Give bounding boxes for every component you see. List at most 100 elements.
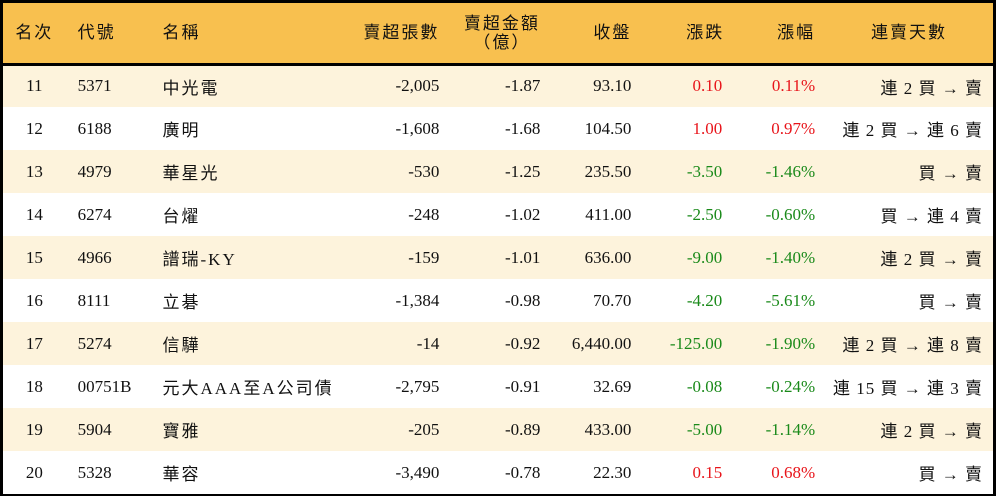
cell-change-pct: 0.11%: [771, 76, 816, 96]
cell-streak: 連 2 買 → 賣: [880, 250, 983, 269]
cell-net-sell-lots: -1,608: [395, 118, 440, 138]
cell-close: 6,440.00: [571, 333, 632, 353]
cell-name: 信驊: [162, 336, 201, 355]
cell-close: 93.10: [593, 76, 632, 96]
cell-net-sell-amount: -0.92: [505, 333, 541, 353]
net-sell-ranking-table: 名次 代號 名稱 賣超張數 賣超金額 （億） 收盤 漲跌 漲幅 連賣天數 11 …: [3, 3, 993, 494]
cell-streak: 連 15 買 → 連 3 賣: [833, 379, 983, 398]
cell-rank: 19: [25, 419, 43, 439]
cell-net-sell-lots: -248: [408, 204, 440, 224]
cell-close: 433.00: [584, 419, 632, 439]
cell-code: 4979: [77, 161, 112, 181]
cell-net-sell-amount: -1.25: [505, 161, 541, 181]
cell-name: 華容: [162, 465, 201, 484]
table-row[interactable]: 13 4979 華星光 -530 -1.25 235.50 -3.50 -1.4…: [3, 150, 993, 193]
cell-change: -4.20: [686, 290, 723, 310]
cell-name: 華星光: [162, 164, 220, 183]
cell-net-sell-amount: -0.89: [505, 419, 541, 439]
cell-change: -5.00: [686, 419, 723, 439]
cell-change: 1.00: [692, 118, 723, 138]
header-name: 名稱: [152, 3, 345, 66]
cell-net-sell-lots: -1,384: [395, 290, 440, 310]
cell-rank: 11: [26, 76, 43, 96]
cell-code: 4966: [77, 247, 112, 267]
header-change: 漲跌: [633, 3, 725, 66]
cell-change: 0.10: [692, 76, 723, 96]
cell-streak: 買 → 賣: [918, 164, 983, 183]
cell-code: 8111: [77, 290, 111, 310]
cell-net-sell-amount: -1.87: [505, 76, 541, 96]
header-rank: 名次: [3, 3, 66, 66]
cell-net-sell-lots: -530: [408, 161, 440, 181]
cell-close: 636.00: [584, 247, 632, 267]
cell-streak: 連 2 買 → 連 6 賣: [842, 121, 983, 140]
table-row[interactable]: 18 00751B 元大AAA至A公司債 -2,795 -0.91 32.69 …: [3, 365, 993, 408]
cell-change-pct: -1.40%: [765, 247, 816, 267]
cell-close: 22.30: [593, 462, 632, 482]
cell-net-sell-lots: -14: [416, 333, 440, 353]
cell-streak: 連 2 買 → 連 8 賣: [842, 336, 983, 355]
cell-change-pct: -1.90%: [765, 333, 816, 353]
cell-streak: 買 → 賣: [918, 293, 983, 312]
cell-rank: 15: [25, 247, 43, 267]
cell-close: 235.50: [584, 161, 632, 181]
table-row[interactable]: 17 5274 信驊 -14 -0.92 6,440.00 -125.00 -1…: [3, 322, 993, 365]
header-close: 收盤: [542, 3, 634, 66]
cell-change: 0.15: [692, 462, 723, 482]
cell-net-sell-amount: -0.98: [505, 290, 541, 310]
cell-rank: 12: [25, 118, 43, 138]
cell-change: -9.00: [686, 247, 723, 267]
cell-close: 411.00: [585, 204, 632, 224]
table-row[interactable]: 15 4966 譜瑞-KY -159 -1.01 636.00 -9.00 -1…: [3, 236, 993, 279]
table-row[interactable]: 19 5904 寶雅 -205 -0.89 433.00 -5.00 -1.14…: [3, 408, 993, 451]
cell-change-pct: 0.68%: [771, 462, 816, 482]
table-row[interactable]: 12 6188 廣明 -1,608 -1.68 104.50 1.00 0.97…: [3, 107, 993, 150]
table-row[interactable]: 14 6274 台燿 -248 -1.02 411.00 -2.50 -0.60…: [3, 193, 993, 236]
header-net-sell-amount-line1: 賣超金額: [463, 13, 540, 33]
cell-change: -125.00: [669, 333, 723, 353]
cell-net-sell-amount: -0.78: [505, 462, 541, 482]
cell-streak: 買 → 賣: [918, 465, 983, 484]
cell-name: 中光電: [162, 78, 220, 98]
table-header-row: 名次 代號 名稱 賣超張數 賣超金額 （億） 收盤 漲跌 漲幅 連賣天數: [3, 3, 993, 66]
cell-streak: 連 2 買 → 賣: [880, 422, 983, 441]
cell-code: 5371: [77, 76, 112, 96]
cell-close: 70.70: [593, 290, 632, 310]
cell-net-sell-lots: -3,490: [395, 462, 440, 482]
header-net-sell-amount: 賣超金額 （億）: [441, 3, 543, 66]
cell-net-sell-lots: -2,005: [395, 76, 440, 96]
table-row[interactable]: 20 5328 華容 -3,490 -0.78 22.30 0.15 0.68%…: [3, 451, 993, 494]
cell-rank: 16: [25, 290, 43, 310]
cell-net-sell-amount: -0.91: [505, 376, 541, 396]
table-row[interactable]: 11 5371 中光電 -2,005 -1.87 93.10 0.10 0.11…: [3, 64, 993, 107]
cell-rank: 18: [25, 376, 43, 396]
cell-net-sell-amount: -1.02: [505, 204, 541, 224]
cell-rank: 13: [25, 161, 43, 181]
cell-name: 台燿: [162, 207, 201, 226]
cell-change: -2.50: [686, 204, 723, 224]
header-net-sell-amount-line2: （億）: [473, 32, 531, 52]
cell-name: 譜瑞-KY: [162, 250, 237, 269]
cell-code: 5274: [77, 333, 112, 353]
cell-code: 5328: [77, 462, 112, 482]
cell-change-pct: -1.46%: [765, 161, 816, 181]
cell-name: 廣明: [162, 121, 201, 140]
cell-code: 00751B: [77, 376, 132, 396]
header-streak: 連賣天數: [815, 3, 993, 66]
cell-code: 5904: [77, 419, 112, 439]
cell-net-sell-lots: -159: [408, 247, 440, 267]
header-code: 代號: [65, 3, 153, 66]
cell-code: 6274: [77, 204, 112, 224]
cell-change-pct: -0.60%: [765, 204, 816, 224]
cell-change: -0.08: [686, 376, 723, 396]
cell-change: -3.50: [686, 161, 723, 181]
cell-code: 6188: [77, 118, 112, 138]
cell-net-sell-amount: -1.01: [505, 247, 541, 267]
header-change-pct: 漲幅: [724, 3, 816, 66]
table-row[interactable]: 16 8111 立碁 -1,384 -0.98 70.70 -4.20 -5.6…: [3, 279, 993, 322]
cell-name: 元大AAA至A公司債: [162, 379, 334, 398]
cell-close: 32.69: [593, 376, 632, 396]
cell-rank: 14: [25, 204, 43, 224]
cell-net-sell-amount: -1.68: [505, 118, 541, 138]
